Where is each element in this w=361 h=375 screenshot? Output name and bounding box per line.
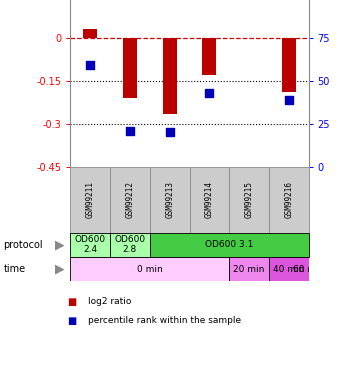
Point — [286, 97, 292, 103]
Text: OD600 3.1: OD600 3.1 — [205, 240, 253, 249]
Bar — [190, 167, 229, 232]
Bar — [282, 38, 296, 92]
Text: log2 ratio: log2 ratio — [88, 297, 132, 306]
Bar — [70, 232, 110, 257]
Text: GSM99212: GSM99212 — [126, 181, 134, 218]
Text: 40 min: 40 min — [273, 265, 304, 274]
Bar — [163, 38, 177, 114]
Point — [127, 128, 133, 134]
Bar — [123, 38, 137, 98]
Bar — [229, 167, 269, 232]
Text: GSM99211: GSM99211 — [86, 181, 95, 218]
Bar — [150, 232, 309, 257]
Bar — [269, 167, 309, 232]
Bar — [70, 167, 110, 232]
Bar — [203, 38, 216, 75]
Bar — [110, 232, 150, 257]
Text: protocol: protocol — [4, 240, 43, 250]
Text: GSM99215: GSM99215 — [245, 181, 253, 218]
Point — [167, 129, 173, 135]
Text: ■: ■ — [67, 297, 76, 307]
Bar — [83, 29, 97, 38]
Bar — [70, 257, 229, 281]
Text: ▶: ▶ — [55, 238, 64, 251]
Text: ■: ■ — [67, 316, 76, 326]
Text: percentile rank within the sample: percentile rank within the sample — [88, 316, 242, 325]
Bar — [229, 257, 269, 281]
Text: OD600
2.4: OD600 2.4 — [75, 235, 106, 254]
Point — [87, 62, 93, 68]
Text: GSM99216: GSM99216 — [284, 181, 293, 218]
Bar — [269, 257, 309, 281]
Text: time: time — [4, 264, 26, 274]
Bar — [110, 167, 150, 232]
Text: GSM99213: GSM99213 — [165, 181, 174, 218]
Text: 20 min: 20 min — [234, 265, 265, 274]
Bar — [150, 167, 190, 232]
Text: ▶: ▶ — [55, 262, 64, 276]
Text: 0 min: 0 min — [137, 265, 163, 274]
Text: GSM99214: GSM99214 — [205, 181, 214, 218]
Point — [206, 90, 212, 96]
Text: OD600
2.8: OD600 2.8 — [114, 235, 145, 254]
Text: 60 min: 60 min — [293, 265, 325, 274]
